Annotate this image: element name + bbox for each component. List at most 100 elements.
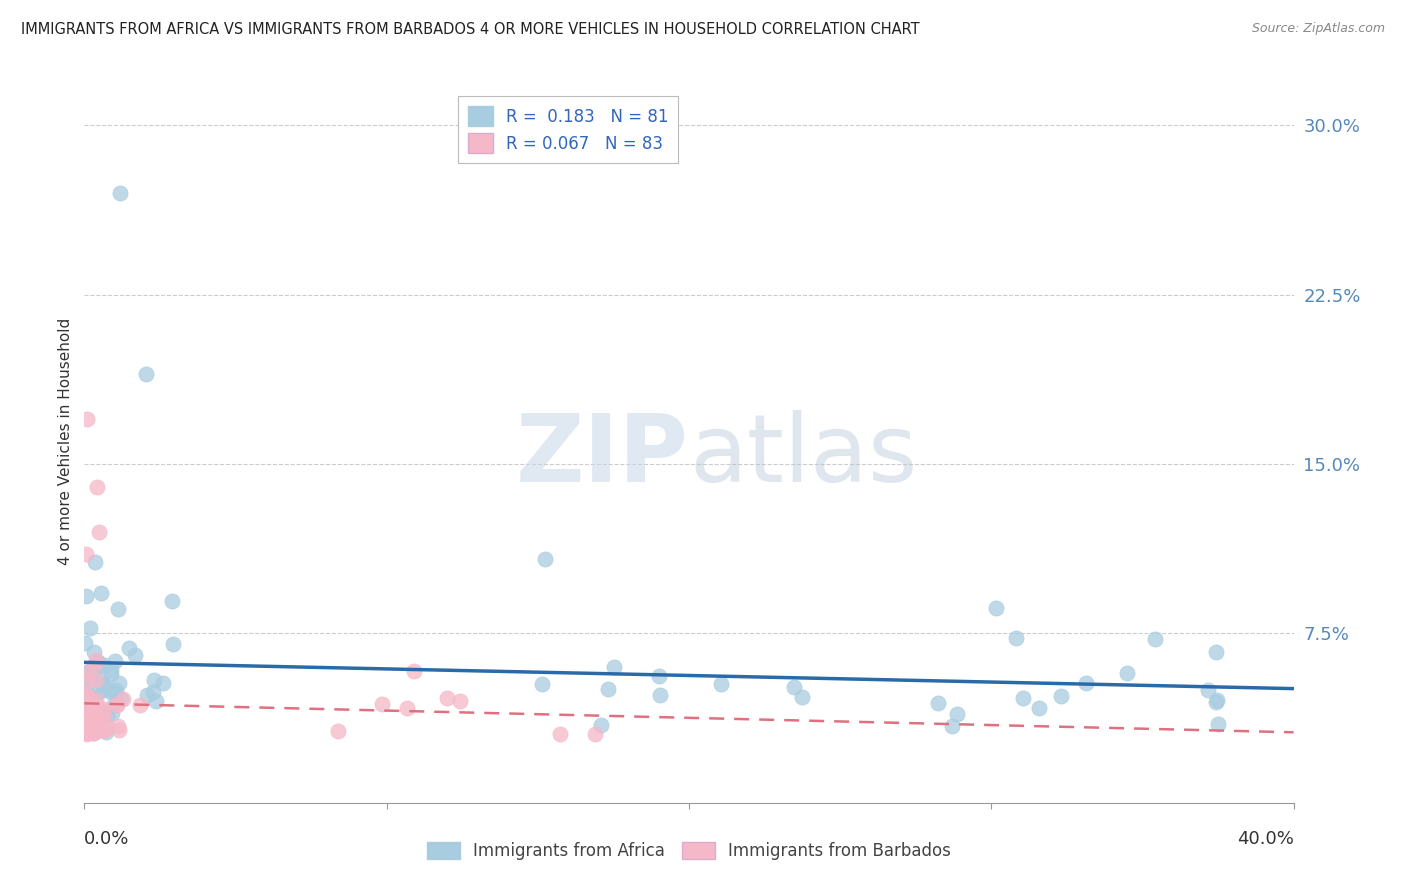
Point [548, 727, 571, 741]
Point [77, 713, 100, 727]
Text: atlas: atlas [689, 410, 917, 502]
Point [104, 654, 127, 668]
Point [1205, 693, 1227, 707]
Point [79, 702, 101, 716]
Point [326, 724, 349, 739]
Point [91, 676, 114, 690]
Point [86, 480, 108, 494]
Point [107, 719, 129, 733]
Point [591, 717, 613, 731]
Point [77, 690, 100, 704]
Point [75, 718, 97, 732]
Point [83, 722, 105, 736]
Point [77, 690, 100, 704]
Point [530, 677, 553, 691]
Point [87, 717, 110, 731]
Point [86, 693, 108, 707]
Point [93, 708, 115, 723]
Point [1012, 690, 1035, 705]
Point [142, 673, 165, 687]
Point [107, 602, 129, 616]
Point [648, 669, 671, 683]
Point [436, 691, 458, 706]
Point [93, 707, 115, 722]
Point [73, 692, 96, 706]
Point [93, 723, 115, 738]
Point [83, 701, 105, 715]
Point [533, 551, 555, 566]
Point [1206, 716, 1229, 731]
Text: 0.0%: 0.0% [84, 830, 129, 848]
Point [101, 706, 124, 720]
Point [79, 708, 101, 723]
Point [76, 690, 98, 705]
Point [89, 673, 111, 687]
Point [1205, 645, 1227, 659]
Point [129, 698, 152, 713]
Point [93, 658, 115, 673]
Point [790, 690, 813, 705]
Point [449, 694, 471, 708]
Point [1005, 632, 1028, 646]
Point [86, 717, 108, 731]
Point [100, 666, 122, 681]
Point [371, 697, 394, 711]
Point [82, 721, 104, 735]
Point [75, 713, 97, 727]
Point [75, 725, 97, 739]
Text: 40.0%: 40.0% [1237, 830, 1294, 848]
Point [87, 702, 110, 716]
Point [73, 711, 96, 725]
Point [162, 636, 184, 650]
Point [75, 725, 97, 739]
Point [76, 665, 98, 680]
Point [82, 720, 104, 734]
Point [75, 714, 97, 729]
Point [76, 727, 98, 741]
Point [87, 524, 110, 539]
Point [79, 703, 101, 717]
Point [583, 727, 606, 741]
Point [76, 697, 98, 711]
Point [100, 685, 122, 699]
Legend: Immigrants from Africa, Immigrants from Barbados: Immigrants from Africa, Immigrants from … [420, 835, 957, 867]
Point [79, 622, 101, 636]
Point [984, 601, 1007, 615]
Point [77, 709, 100, 723]
Point [135, 689, 157, 703]
Point [105, 697, 128, 711]
Point [73, 709, 96, 723]
Point [160, 593, 183, 607]
Point [1028, 700, 1050, 714]
Point [1144, 632, 1167, 646]
Point [110, 691, 132, 706]
Point [76, 706, 98, 721]
Point [598, 681, 620, 696]
Point [76, 673, 98, 688]
Point [91, 702, 114, 716]
Point [402, 664, 425, 678]
Point [105, 698, 128, 712]
Point [90, 585, 112, 599]
Point [108, 723, 131, 737]
Point [84, 661, 107, 675]
Text: Source: ZipAtlas.com: Source: ZipAtlas.com [1251, 22, 1385, 36]
Point [86, 718, 108, 732]
Point [77, 696, 100, 710]
Point [84, 657, 107, 671]
Point [142, 684, 165, 698]
Point [86, 698, 108, 713]
Point [104, 683, 127, 698]
Point [79, 663, 101, 677]
Point [82, 720, 104, 734]
Point [75, 682, 97, 697]
Point [1049, 689, 1071, 703]
Point [82, 702, 104, 716]
Point [112, 691, 135, 706]
Point [946, 707, 969, 722]
Point [87, 655, 110, 669]
Point [87, 723, 110, 737]
Point [783, 680, 806, 694]
Point [75, 696, 97, 710]
Point [82, 690, 104, 705]
